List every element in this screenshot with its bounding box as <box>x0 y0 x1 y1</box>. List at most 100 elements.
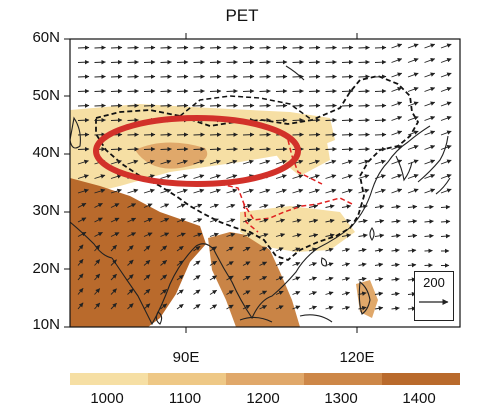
wind-vector-arrow <box>193 103 205 108</box>
wind-vector-arrow <box>358 218 368 224</box>
wind-vector-arrow <box>275 261 284 267</box>
wind-vector-arrow <box>358 59 370 65</box>
wind-vector-arrow <box>259 261 268 266</box>
wind-vector-arrow <box>275 146 288 152</box>
wind-vector-arrow <box>391 188 403 194</box>
wind-vector-arrow <box>127 88 139 94</box>
wind-vector-arrow <box>292 45 304 50</box>
wind-vector-arrow <box>275 59 288 65</box>
wind-vector-arrow <box>193 275 201 281</box>
wind-vector-arrow <box>94 117 106 123</box>
wind-vector-arrow <box>160 88 172 94</box>
wind-vector-arrow <box>193 88 205 94</box>
wind-vector-arrow <box>358 276 367 282</box>
wind-vector-arrow <box>308 233 319 238</box>
wind-vector-arrow <box>341 204 352 209</box>
wind-vector-arrow <box>358 88 370 94</box>
wind-vector-arrow <box>374 45 387 50</box>
wind-vector-arrow <box>292 290 301 296</box>
wind-vector-arrow <box>325 291 334 296</box>
wind-vector-arrow <box>407 58 419 63</box>
lat-label-50n: 50N <box>32 87 60 104</box>
wind-vector-arrow <box>143 232 153 237</box>
wind-vector-arrow <box>77 103 90 108</box>
wind-vector-arrow <box>292 247 301 252</box>
wind-vector-arrow <box>407 87 419 92</box>
wind-vector-arrow <box>259 45 271 50</box>
wind-vector-arrow <box>358 174 370 179</box>
wind-vector-arrow <box>110 288 117 295</box>
wind-vector-arrow <box>209 304 218 310</box>
lat-label-30n: 30N <box>32 202 60 219</box>
wind-vector-arrow <box>275 174 287 179</box>
wind-vector-arrow <box>358 291 367 296</box>
wind-vector-arrow <box>143 303 151 310</box>
wind-vector-arrow <box>440 159 452 165</box>
wind-vector-arrow <box>176 59 189 65</box>
wind-vector-arrow <box>226 159 238 165</box>
wind-vector-arrow <box>275 290 284 296</box>
wind-vector-arrow <box>391 219 401 224</box>
wind-vector-arrow <box>127 188 139 194</box>
wind-vector-arrow <box>77 59 90 65</box>
wind-vector-arrow <box>391 130 403 136</box>
wind-vector-arrow <box>110 217 120 223</box>
wind-vector-arrow <box>325 276 334 282</box>
wind-vector-arrow <box>407 159 419 165</box>
wind-vector-arrow <box>127 117 139 123</box>
wind-vector-arrow <box>292 88 304 94</box>
wind-vector-arrow <box>242 290 251 295</box>
wind-vector-arrow <box>110 259 117 266</box>
wind-vector-arrow <box>325 59 337 65</box>
wind-vector-arrow <box>358 146 370 152</box>
wind-vector-arrow <box>259 74 271 79</box>
wind-vector-arrow <box>325 204 335 209</box>
wind-vector-arrow <box>94 288 101 295</box>
wind-vector-arrow <box>160 174 172 179</box>
wind-vector-arrow <box>424 130 436 136</box>
wind-vector-arrow <box>226 290 234 295</box>
wind-vector-arrow <box>94 188 106 194</box>
wind-vector-arrow <box>160 146 172 152</box>
wind-vector-arrow <box>391 145 403 150</box>
wind-vector-arrow <box>374 159 386 165</box>
wind-vector-arrow <box>160 274 167 281</box>
wind-vector-arrow <box>292 103 304 108</box>
wind-vector-arrow <box>391 87 403 92</box>
wind-vector-arrow <box>94 59 106 65</box>
wind-vector-arrow <box>407 233 418 239</box>
wind-vector-arrow <box>424 233 434 239</box>
wind-vector-arrow <box>226 132 238 137</box>
wind-vector-arrow <box>358 204 368 209</box>
wind-vector-arrow <box>391 72 403 78</box>
wind-vector-arrow <box>341 276 351 282</box>
wind-vector-arrow <box>275 103 288 108</box>
wind-vector-arrow <box>160 289 167 295</box>
wind-vector-arrow <box>176 188 188 194</box>
wind-vector-arrow <box>160 245 167 252</box>
lon-label-120e: 120E <box>339 349 375 366</box>
wind-vector-arrow <box>440 43 452 49</box>
wind-vector-arrow <box>407 219 418 224</box>
wind-vector-arrow <box>275 74 288 79</box>
wind-vector-arrow <box>440 130 452 136</box>
wind-vector-arrow <box>292 276 301 281</box>
wind-vector-arrow <box>242 188 254 194</box>
wind-vector-arrow <box>358 132 370 137</box>
wind-vector-arrow <box>209 289 218 295</box>
wind-vector-arrow <box>127 132 139 137</box>
wind-vector-arrow <box>176 218 186 223</box>
wind-vector-arrow <box>193 74 205 79</box>
wind-vector-arrow <box>209 88 222 94</box>
wind-vector-arrow <box>193 232 203 237</box>
wind-vector-arrow <box>275 305 284 310</box>
wind-vector-arrow <box>193 289 201 295</box>
wind-vector-arrow <box>127 103 139 108</box>
wind-vector-arrow <box>193 304 201 310</box>
wind-vector-arrow <box>407 130 419 136</box>
wind-vector-arrow <box>259 188 271 194</box>
colorbar-label: 1000 <box>90 390 124 407</box>
wind-vector-arrow <box>242 232 252 238</box>
wind-vector-arrow <box>209 246 218 252</box>
wind-vector-arrow <box>143 88 156 94</box>
